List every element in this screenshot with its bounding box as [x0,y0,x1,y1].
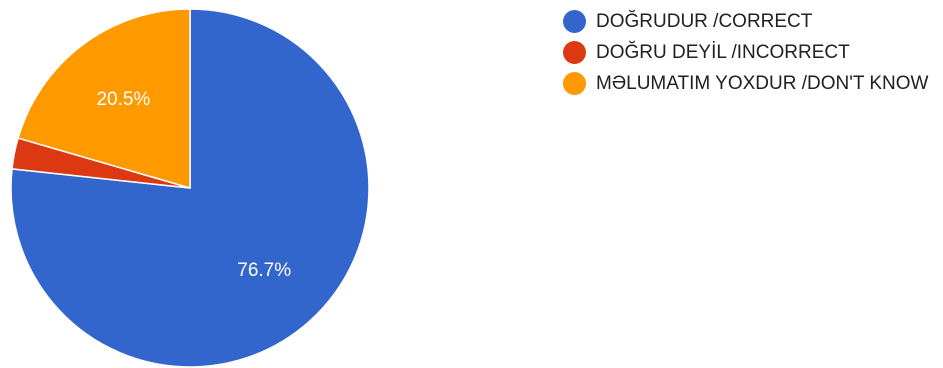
legend-label-dont-know: MƏLUMATIM YOXDUR /DON'T KNOW [596,73,929,94]
legend-swatch-dont-know [563,72,586,95]
legend-item-correct[interactable]: DOĞRUDUR /CORRECT [563,9,938,34]
legend-item-dont-know[interactable]: MƏLUMATIM YOXDUR /DON'T KNOW [563,71,938,96]
legend-label-correct: DOĞRUDUR /CORRECT [596,11,813,32]
slice-label-correct: 76.7% [237,260,291,281]
legend-swatch-correct [563,10,586,33]
legend-item-incorrect[interactable]: DOĞRU DEYİL /INCORRECT [563,40,938,65]
pie-slice-dont-know[interactable] [17,8,191,189]
legend-swatch-incorrect [563,41,586,64]
legend-label-incorrect: DOĞRU DEYİL /INCORRECT [596,42,850,63]
chart-legend: DOĞRUDUR /CORRECT DOĞRU DEYİL /INCORRECT… [563,9,938,102]
slice-label-dont-know: 20.5% [96,89,150,110]
pie-slice-correct[interactable] [10,8,370,368]
